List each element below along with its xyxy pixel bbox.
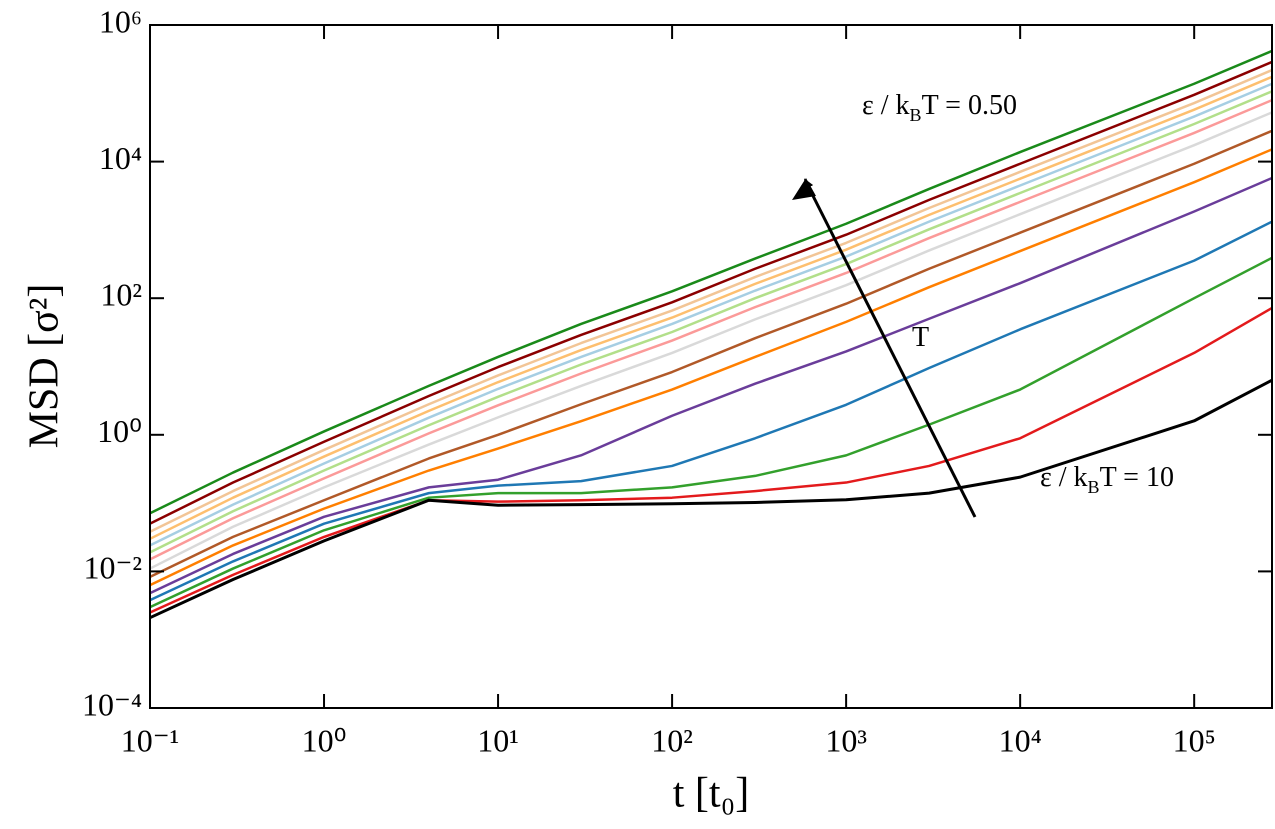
annotation: T bbox=[912, 322, 929, 353]
annotation: ε / kBT = 10 bbox=[1040, 462, 1174, 497]
msd-curve bbox=[149, 68, 1273, 533]
x-tick-label: 10² bbox=[651, 722, 693, 758]
arrow-head bbox=[792, 178, 816, 200]
annotation-text: ε / k bbox=[1040, 462, 1088, 493]
msd-curve bbox=[149, 60, 1273, 525]
y-tick-label: 10² bbox=[100, 277, 142, 313]
x-tick-label: 10¹ bbox=[477, 722, 519, 758]
trend-arrow bbox=[804, 178, 977, 518]
annotation-text: T bbox=[912, 322, 929, 353]
msd-curve bbox=[149, 306, 1273, 614]
msd-curve bbox=[149, 75, 1273, 540]
plot-area bbox=[149, 49, 1273, 620]
y-tick-label: 10⁻² bbox=[84, 550, 142, 586]
msd-curve bbox=[149, 90, 1273, 554]
annotation: ε / kBT = 0.50 bbox=[862, 90, 1017, 125]
y-tick-label: 10⁰ bbox=[97, 413, 142, 449]
y-tick-label: 10⁴ bbox=[99, 140, 142, 176]
x-tick-label: 10⁻¹ bbox=[121, 722, 179, 758]
msd-curve bbox=[149, 98, 1273, 561]
msd-curve bbox=[149, 49, 1273, 515]
annotation-text: T = 10 bbox=[1100, 462, 1174, 493]
msd-curve bbox=[149, 111, 1273, 570]
msd-curve bbox=[149, 129, 1273, 579]
y-axis-title: MSD [σ²] bbox=[22, 284, 68, 449]
x-tick-label: 10⁰ bbox=[302, 722, 347, 758]
msd-curve bbox=[149, 378, 1273, 620]
plot-frame bbox=[149, 24, 1273, 709]
annotation-text: T = 0.50 bbox=[922, 90, 1017, 121]
y-tick-label: 10⁶ bbox=[99, 3, 142, 39]
msd-curve bbox=[149, 148, 1273, 587]
x-tick-label: 10⁴ bbox=[999, 722, 1042, 758]
msd-curve bbox=[149, 220, 1273, 602]
msd-curve bbox=[149, 256, 1273, 609]
y-tick-label: 10⁻⁴ bbox=[82, 686, 142, 722]
msd-curve bbox=[149, 176, 1273, 595]
msd-curve bbox=[149, 82, 1273, 547]
x-axis-title: t [t₀] bbox=[673, 771, 749, 817]
annotation-subscript: B bbox=[910, 105, 922, 125]
x-tick-label: 10⁵ bbox=[1173, 722, 1216, 758]
annotation-subscript: B bbox=[1088, 477, 1100, 497]
annotation-text: ε / k bbox=[862, 90, 910, 121]
x-tick-label: 10³ bbox=[825, 722, 867, 758]
